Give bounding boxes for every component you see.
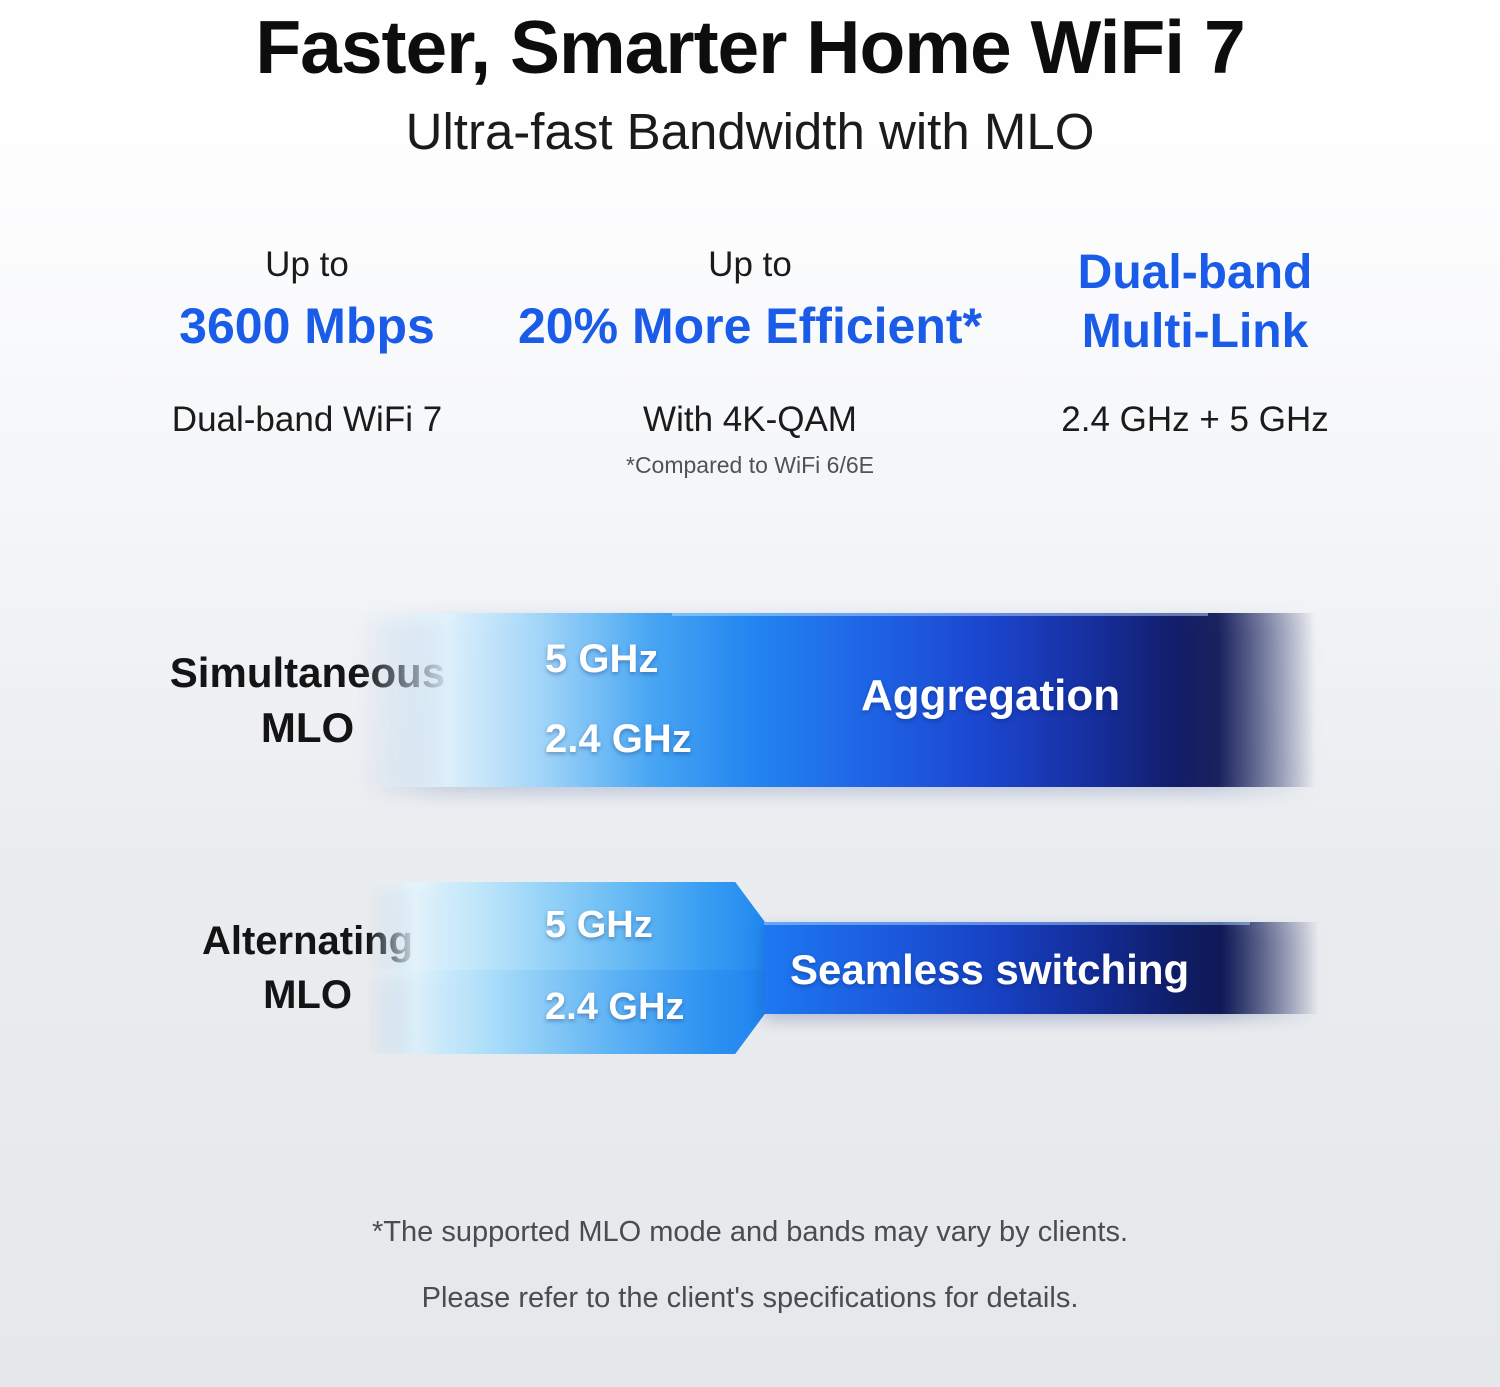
seamless-switching-band: Seamless switching bbox=[764, 922, 1336, 1014]
stat1-caption: Dual-band WiFi 7 bbox=[171, 400, 443, 439]
stat2-caption: With 4K-QAM bbox=[643, 400, 857, 439]
band2-5ghz-label: 5 GHz bbox=[545, 904, 653, 946]
simultaneous-label-line2: MLO bbox=[260, 704, 355, 751]
stat3-value-line1: Dual-band bbox=[1077, 246, 1313, 299]
aggregation-label: Aggregation bbox=[861, 671, 1121, 720]
band1-5ghz-label: 5 GHz bbox=[545, 637, 659, 681]
footnote-line2: Please refer to the client's specificati… bbox=[421, 1282, 1079, 1314]
stat3-caption: 2.4 GHz + 5 GHz bbox=[1061, 400, 1329, 439]
stat1-prefix: Up to bbox=[265, 245, 349, 284]
page-subtitle: Ultra-fast Bandwidth with MLO bbox=[405, 103, 1095, 160]
alternating-label-line2: MLO bbox=[263, 973, 352, 1017]
alternating-5ghz-band: 5 GHz bbox=[368, 882, 765, 971]
alternating-24ghz-band: 2.4 GHz bbox=[368, 970, 765, 1054]
stat1-value: 3600 Mbps bbox=[179, 298, 435, 354]
seamless-switching-label: Seamless switching bbox=[790, 946, 1190, 993]
band1-24ghz-label: 2.4 GHz bbox=[545, 717, 692, 761]
stat2-prefix: Up to bbox=[708, 245, 792, 284]
stat2-note: *Compared to WiFi 6/6E bbox=[626, 452, 874, 478]
aggregation-band: 5 GHz 2.4 GHz Aggregation bbox=[360, 613, 1335, 787]
stat3-value-line2: Multi-Link bbox=[1081, 305, 1309, 358]
band2-24ghz-label: 2.4 GHz bbox=[545, 986, 685, 1028]
footnote-line1: *The supported MLO mode and bands may va… bbox=[372, 1216, 1128, 1248]
stat2-value: 20% More Efficient* bbox=[517, 298, 982, 354]
page-title: Faster, Smarter Home WiFi 7 bbox=[255, 5, 1245, 89]
